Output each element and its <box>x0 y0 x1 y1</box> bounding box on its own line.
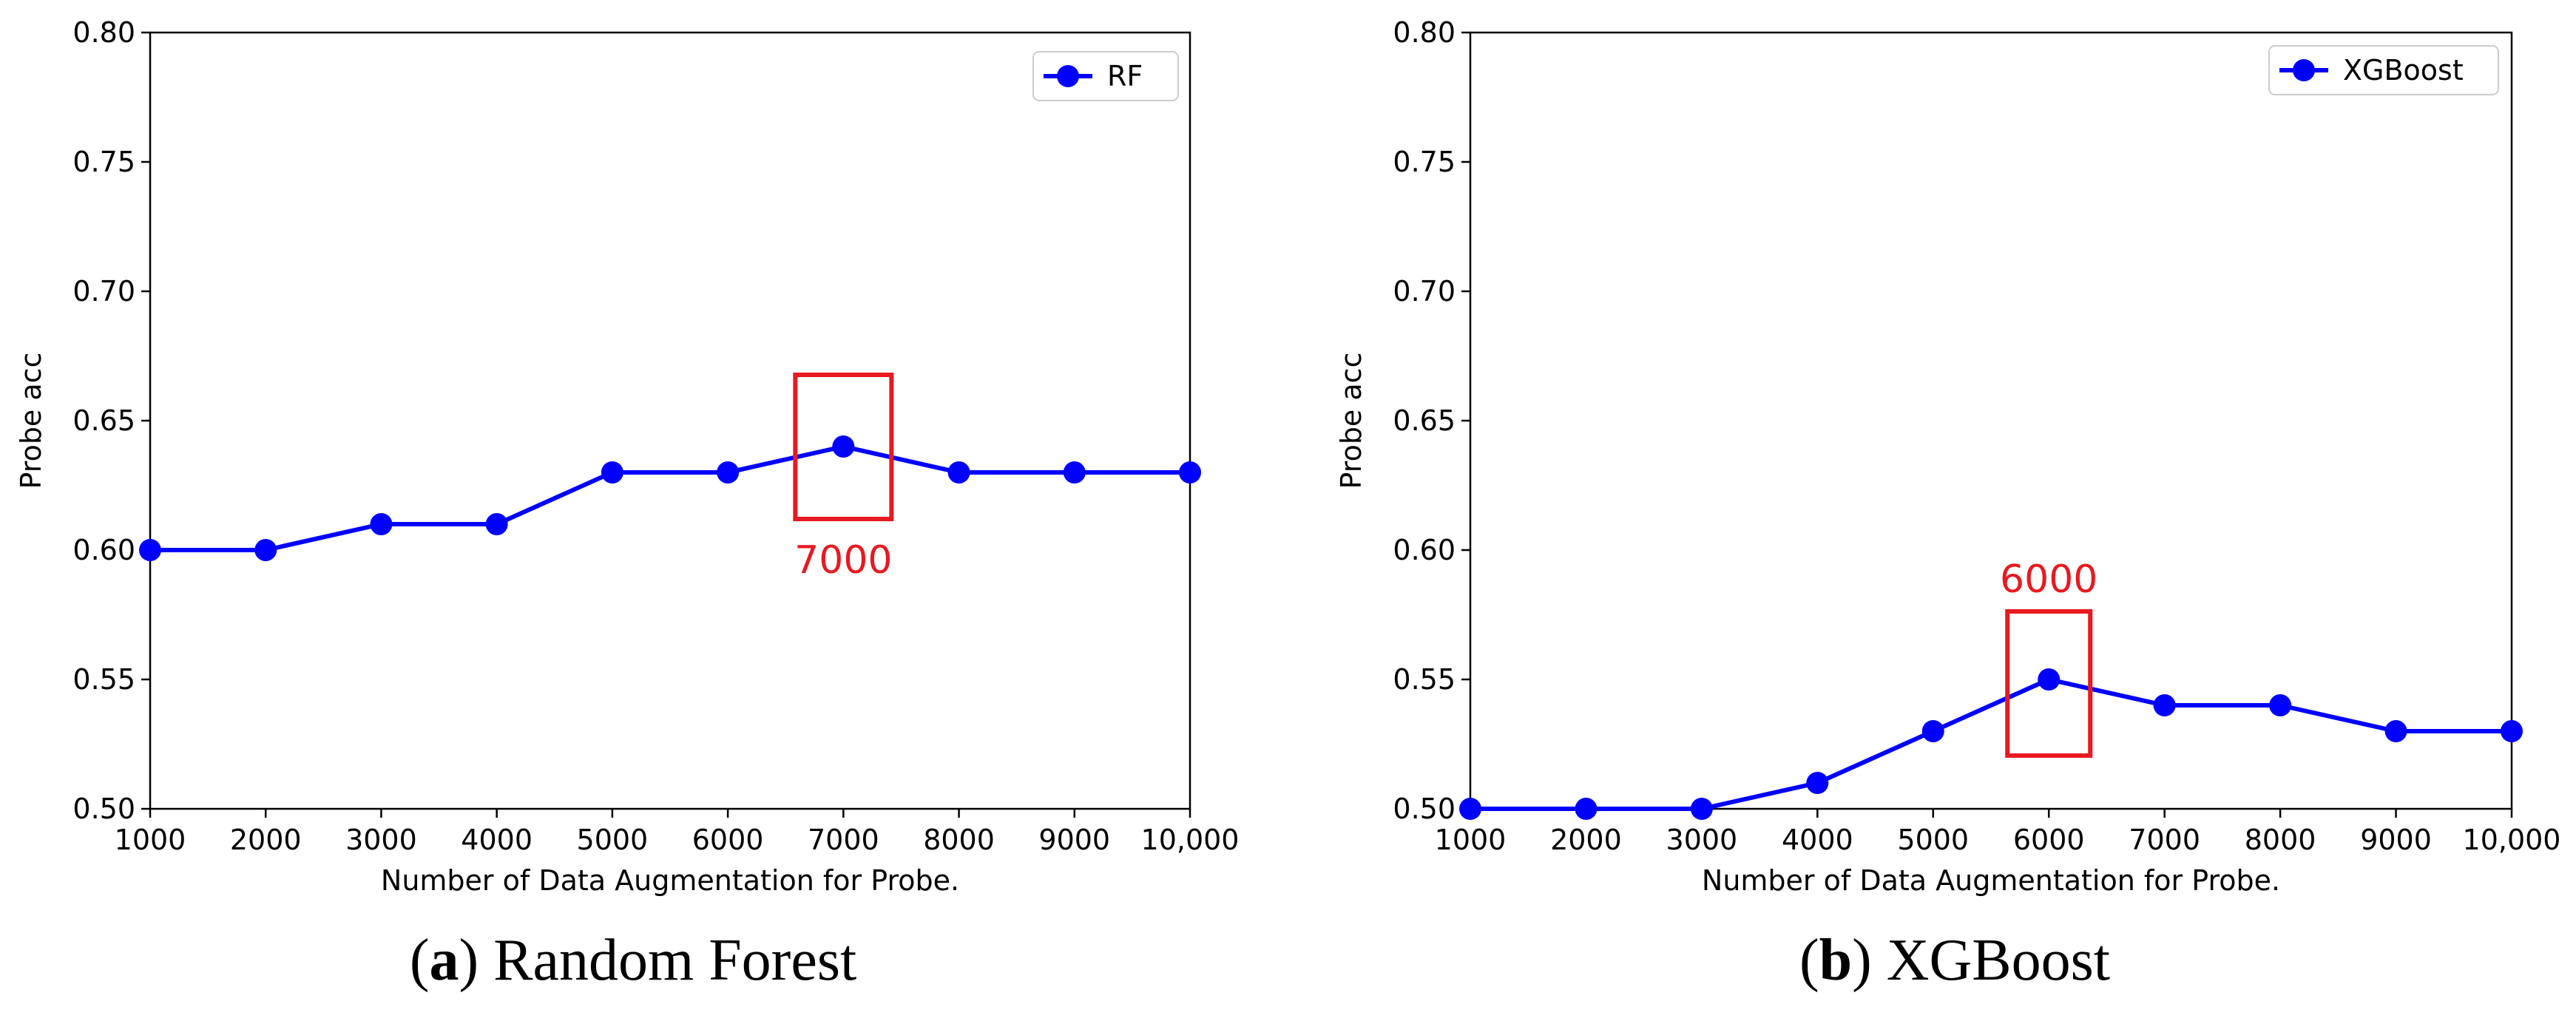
legend-frame <box>2268 45 2499 95</box>
x-tick-label: 4000 <box>1782 824 1853 856</box>
y-tick-label: 0.65 <box>1393 404 1456 437</box>
data-point <box>370 513 393 535</box>
y-tick-label: 0.60 <box>1393 534 1456 566</box>
plot-frame <box>149 31 1191 810</box>
caption-text: Random Forest <box>493 928 856 993</box>
x-tick-label: 1000 <box>1435 824 1507 856</box>
caption-letter: b <box>1819 928 1853 993</box>
x-tick-label: 10,000 <box>1141 824 1240 856</box>
x-tick-label: 1000 <box>115 824 186 856</box>
caption-close-paren: ) <box>1852 928 1887 993</box>
data-point <box>2038 668 2061 691</box>
data-point <box>254 539 277 561</box>
x-tick-label: 6000 <box>2013 824 2085 856</box>
legend: RF <box>1032 51 1179 101</box>
chart-panel-b: 0.50 0.55 0.60 0.65 0.70 0.75 0.80 1000 2000 3000… <box>1335 16 2560 993</box>
legend-marker <box>1057 65 1079 87</box>
annotation-label: 6000 <box>2000 557 2097 602</box>
y-tick-label: 0.75 <box>1393 146 1456 178</box>
annotation-label: 7000 <box>794 538 892 583</box>
x-tick-label: 7000 <box>2129 824 2200 856</box>
data-point <box>2153 694 2176 716</box>
chart-panel-a: 0.50 0.55 0.60 0.65 0.70 0.75 0.80 1000 2000 3000… <box>15 16 1239 993</box>
data-point <box>832 435 855 458</box>
y-tick-label: 0.75 <box>72 146 135 178</box>
data-point <box>1806 772 1829 794</box>
y-tick-label: 0.60 <box>72 534 135 566</box>
data-point <box>2269 694 2292 716</box>
x-tick-label: 9000 <box>1038 824 1110 856</box>
data-point <box>1690 798 1713 820</box>
panel-caption: (a) Random Forest <box>410 928 856 993</box>
x-axis-label: Number of Data Augmentation for Probe. <box>381 864 959 897</box>
highlight-box <box>2005 609 2093 758</box>
x-tick-label: 6000 <box>692 824 764 856</box>
legend-marker <box>2293 59 2315 81</box>
x-tick-label: 8000 <box>2245 824 2316 856</box>
data-point <box>2384 720 2407 742</box>
data-point <box>1179 461 1201 484</box>
y-tick-label: 0.55 <box>72 663 135 696</box>
panel-caption: (b) XGBoost <box>1799 928 2110 993</box>
caption-open-paren: ( <box>1799 928 1819 993</box>
data-point <box>139 539 161 561</box>
y-axis-label: Probe acc <box>15 353 47 489</box>
caption-close-paren: ) <box>459 928 493 993</box>
y-tick-label: 0.50 <box>72 793 135 825</box>
data-point <box>1921 720 1944 742</box>
x-tick-label: 4000 <box>461 824 533 856</box>
x-axis-label: Number of Data Augmentation for Probe. <box>1702 864 2280 897</box>
legend-label: XGBoost <box>2343 54 2464 87</box>
legend-label: RF <box>1107 60 1143 92</box>
data-point <box>717 461 740 484</box>
x-tick-label: 5000 <box>1897 824 1969 856</box>
x-tick-label: 3000 <box>1666 824 1738 856</box>
data-point <box>947 461 970 484</box>
x-tick-label: 2000 <box>230 824 302 856</box>
legend-frame <box>1032 51 1179 101</box>
x-tick-label: 2000 <box>1550 824 1622 856</box>
x-tick-label: 9000 <box>2360 824 2432 856</box>
y-tick-label: 0.50 <box>1393 793 1456 825</box>
y-tick-label: 0.70 <box>1393 275 1456 308</box>
data-point <box>485 513 508 535</box>
x-tick-label: 8000 <box>923 824 995 856</box>
y-axis-label: Probe acc <box>1335 353 1368 489</box>
series-line-rf <box>150 444 1190 552</box>
data-point <box>2501 720 2523 742</box>
data-point <box>1063 461 1086 484</box>
y-tick-label: 0.65 <box>72 404 135 437</box>
y-tick-label: 0.80 <box>72 16 135 49</box>
x-tick-label: 5000 <box>577 824 649 856</box>
x-tick-label: 3000 <box>345 824 417 856</box>
y-tick-label: 0.55 <box>1393 663 1456 696</box>
data-point <box>1459 798 1481 820</box>
plot-frame <box>1469 31 2513 810</box>
series-line-xgboost <box>1470 677 2512 811</box>
y-tick-label: 0.80 <box>1393 16 1456 49</box>
x-tick-label: 7000 <box>808 824 879 856</box>
data-point <box>1575 798 1598 820</box>
caption-letter: a <box>429 928 459 993</box>
caption-text: XGBoost <box>1887 928 2110 993</box>
data-point <box>601 461 623 484</box>
y-tick-label: 0.70 <box>72 275 135 308</box>
x-tick-label: 10,000 <box>2463 824 2561 856</box>
legend: XGBoost <box>2268 45 2499 95</box>
caption-open-paren: ( <box>410 928 430 993</box>
highlight-box <box>793 373 894 521</box>
